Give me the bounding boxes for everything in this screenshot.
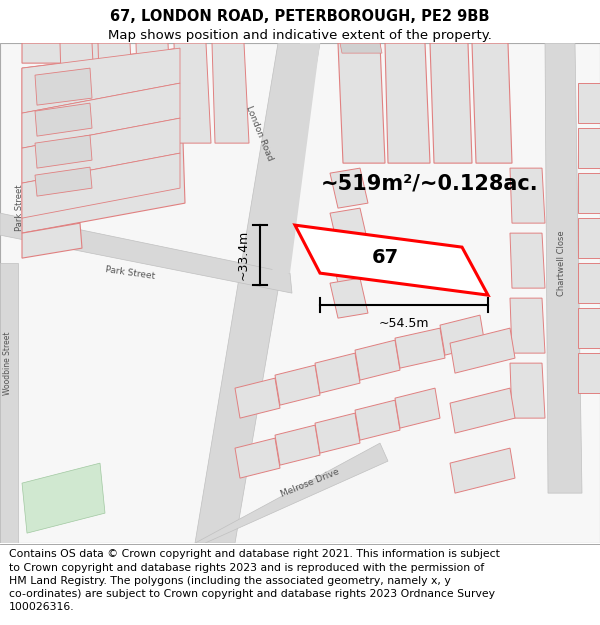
Polygon shape <box>510 298 545 353</box>
Polygon shape <box>545 43 582 493</box>
Text: Woodbine Street: Woodbine Street <box>4 331 13 395</box>
Text: Contains OS data © Crown copyright and database right 2021. This information is : Contains OS data © Crown copyright and d… <box>9 549 500 612</box>
Polygon shape <box>22 118 180 183</box>
Polygon shape <box>195 43 320 543</box>
Polygon shape <box>450 388 515 433</box>
Polygon shape <box>22 48 180 113</box>
Polygon shape <box>35 103 92 136</box>
Polygon shape <box>330 208 368 248</box>
Polygon shape <box>510 168 545 223</box>
Polygon shape <box>340 43 382 53</box>
Text: Chartwell Close: Chartwell Close <box>557 230 566 296</box>
Polygon shape <box>35 135 92 168</box>
Polygon shape <box>472 43 512 163</box>
Polygon shape <box>315 353 360 393</box>
Polygon shape <box>195 443 388 543</box>
Polygon shape <box>0 263 18 543</box>
Polygon shape <box>22 223 82 258</box>
Polygon shape <box>60 43 97 143</box>
Text: ~519m²/~0.128ac.: ~519m²/~0.128ac. <box>321 173 539 193</box>
Polygon shape <box>0 213 292 293</box>
Polygon shape <box>22 48 185 233</box>
Polygon shape <box>235 378 280 418</box>
Polygon shape <box>450 448 515 493</box>
Polygon shape <box>395 388 440 428</box>
Polygon shape <box>136 43 173 143</box>
Polygon shape <box>338 43 385 163</box>
Polygon shape <box>315 413 360 453</box>
Text: ~33.4m: ~33.4m <box>237 230 250 280</box>
Polygon shape <box>22 463 105 533</box>
Polygon shape <box>355 340 400 380</box>
Text: Park Street: Park Street <box>16 185 25 231</box>
Text: 67: 67 <box>371 248 398 267</box>
Polygon shape <box>22 43 115 63</box>
Text: Map shows position and indicative extent of the property.: Map shows position and indicative extent… <box>108 29 492 42</box>
Polygon shape <box>35 167 92 196</box>
Text: Melrose Drive: Melrose Drive <box>280 468 341 499</box>
Polygon shape <box>330 168 368 208</box>
Polygon shape <box>450 328 515 373</box>
Polygon shape <box>22 83 180 148</box>
Polygon shape <box>330 278 368 318</box>
Polygon shape <box>22 153 180 218</box>
Text: 67, LONDON ROAD, PETERBOROUGH, PE2 9BB: 67, LONDON ROAD, PETERBOROUGH, PE2 9BB <box>110 9 490 24</box>
Polygon shape <box>578 173 600 213</box>
Polygon shape <box>355 400 400 440</box>
Text: Park Street: Park Street <box>104 265 155 281</box>
Polygon shape <box>510 233 545 288</box>
Polygon shape <box>272 43 320 273</box>
Polygon shape <box>275 425 320 465</box>
Text: ~54.5m: ~54.5m <box>379 317 429 330</box>
Polygon shape <box>578 83 600 123</box>
Polygon shape <box>385 43 430 163</box>
Polygon shape <box>275 365 320 405</box>
Polygon shape <box>578 128 600 168</box>
Polygon shape <box>440 315 485 355</box>
Polygon shape <box>212 43 249 143</box>
Polygon shape <box>510 363 545 418</box>
Polygon shape <box>395 328 445 368</box>
Polygon shape <box>330 243 368 283</box>
Polygon shape <box>35 68 92 105</box>
Polygon shape <box>235 438 280 478</box>
Text: London Road: London Road <box>244 104 274 162</box>
Polygon shape <box>98 43 135 143</box>
Polygon shape <box>174 43 211 143</box>
Polygon shape <box>578 218 600 258</box>
Polygon shape <box>295 225 488 295</box>
Polygon shape <box>578 263 600 303</box>
Polygon shape <box>578 308 600 348</box>
Polygon shape <box>578 353 600 393</box>
Polygon shape <box>430 43 472 163</box>
